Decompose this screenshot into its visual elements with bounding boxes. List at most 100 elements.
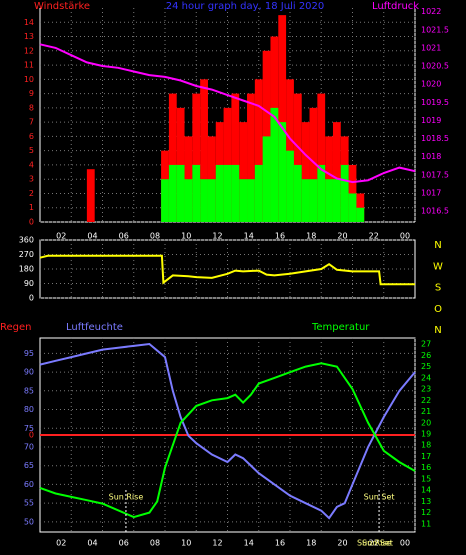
y2-tick-label: 1016.5 <box>421 207 449 216</box>
wind-bar <box>254 79 263 222</box>
y2-tick-label: 1021 <box>421 43 441 52</box>
y-tick-label: 14 <box>24 18 34 27</box>
x-tick-label: 10 <box>181 539 191 548</box>
wind-bar <box>200 179 208 222</box>
wind-bar <box>176 164 185 222</box>
wind-bar <box>309 179 318 222</box>
y-tick-label: 11 <box>24 61 34 70</box>
legend-label: Temperatur <box>311 322 370 333</box>
wind-bar <box>262 136 271 222</box>
x-tick-label: 10 <box>181 232 191 241</box>
y-tick-label: 0 <box>29 294 34 303</box>
y-tick-label: 9 <box>29 89 34 98</box>
wind-bar <box>309 107 318 222</box>
y-tick-label: 95 <box>24 349 34 358</box>
wind-bar <box>301 179 310 222</box>
y2-tick-label: 19 <box>421 429 431 438</box>
direction-label: N <box>434 240 441 251</box>
y2-tick-label: 24 <box>421 373 431 382</box>
direction-label: W <box>433 261 443 272</box>
wind-bar <box>317 164 326 222</box>
y2-tick-label: 1021.5 <box>421 25 449 34</box>
wind-bar <box>325 179 333 222</box>
y2-tick-label: 1018.5 <box>421 134 449 143</box>
wind-bar <box>286 79 294 222</box>
wind-bar <box>223 164 232 222</box>
y-tick-label: 7 <box>29 118 34 127</box>
legend-label: Regen <box>0 322 32 333</box>
y-tick-label: 10 <box>24 75 34 84</box>
y-tick-label: 3 <box>29 175 34 184</box>
x-tick-label: 02 <box>56 539 66 548</box>
x-tick-label: 16 <box>275 232 285 241</box>
y2-tick-label: 14 <box>421 486 431 495</box>
wind-bar <box>231 93 240 222</box>
wind-bar <box>332 122 341 222</box>
annotation: Sun Rise <box>109 493 144 502</box>
y2-tick-label: 1020.5 <box>421 62 449 71</box>
wind-bar <box>231 164 240 222</box>
series-line <box>39 362 416 519</box>
x-tick-label: 08 <box>150 232 160 241</box>
x-tick-label: 04 <box>87 232 97 241</box>
y2-axis-label: Luftdruck <box>372 1 419 12</box>
wind-bar <box>286 150 294 222</box>
wind-bar <box>247 179 255 222</box>
y2-tick-label: 15 <box>421 474 431 483</box>
y2-tick-label: 27 <box>421 340 431 349</box>
x-tick-label: 08 <box>150 539 160 548</box>
y-tick-label: 13 <box>24 32 34 41</box>
wind-bar <box>348 193 357 222</box>
x-tick-label: 18 <box>306 232 316 241</box>
y-tick-label: 2 <box>29 189 34 198</box>
wind-bar <box>254 164 263 222</box>
y-tick-label: 8 <box>29 103 34 112</box>
y2-tick-label: 1022 <box>421 7 441 16</box>
wind-bar <box>239 122 248 222</box>
y2-tick-label: 26 <box>421 351 431 360</box>
x-tick-label: 00 <box>400 232 410 241</box>
x-tick-label: 14 <box>244 539 254 548</box>
x-tick-label: 16 <box>275 539 285 548</box>
y2-tick-label: 1019.5 <box>421 98 449 107</box>
series-line <box>39 254 415 286</box>
y2-tick-label: 16 <box>421 463 431 472</box>
y2-tick-label: 17 <box>421 452 431 461</box>
y-tick-label: 270 <box>19 250 34 259</box>
y2-tick-label: 1017 <box>421 188 441 197</box>
chart-title: 24 hour graph day, 18 Juli 2020 <box>166 1 325 12</box>
x-tick-label: 22 <box>369 232 379 241</box>
y2-tick-label: 22 <box>421 396 431 405</box>
wind-bar <box>207 179 216 222</box>
wind-bar <box>270 107 279 222</box>
x-tick-label: 20 <box>337 539 347 548</box>
y-tick-label: 90 <box>24 368 34 377</box>
wind-bar <box>192 93 201 222</box>
bottom-annotation: Sun Rise <box>357 539 392 548</box>
bottom-annotation: Sun Set <box>362 539 393 548</box>
y2-tick-label: 23 <box>421 385 431 394</box>
wind-bar <box>168 164 177 222</box>
y3-tick-label: 0 <box>29 431 34 440</box>
x-tick-label: 02 <box>56 232 66 241</box>
wind-bar <box>332 179 341 222</box>
y-tick-label: 5 <box>29 146 34 155</box>
wind-bar <box>340 164 349 222</box>
wind-bar <box>86 169 95 222</box>
x-tick-label: 06 <box>119 539 129 548</box>
wind-bar <box>301 122 310 222</box>
y2-tick-label: 21 <box>421 407 431 416</box>
y-tick-label: 1 <box>29 203 34 212</box>
y2-tick-label: 12 <box>421 508 431 517</box>
x-tick-label: 22 <box>369 539 379 548</box>
wind-bar <box>161 179 169 222</box>
y-tick-label: 180 <box>19 265 34 274</box>
y2-tick-label: 18 <box>421 441 431 450</box>
wind-bar <box>278 122 287 222</box>
x-tick-label: 04 <box>87 539 97 548</box>
y2-tick-label: 1019 <box>421 116 441 125</box>
y-axis-label: Windstärke <box>34 1 90 12</box>
direction-label: O <box>434 304 442 315</box>
y-tick-label: 90 <box>24 279 34 288</box>
y2-tick-label: 11 <box>421 519 431 528</box>
